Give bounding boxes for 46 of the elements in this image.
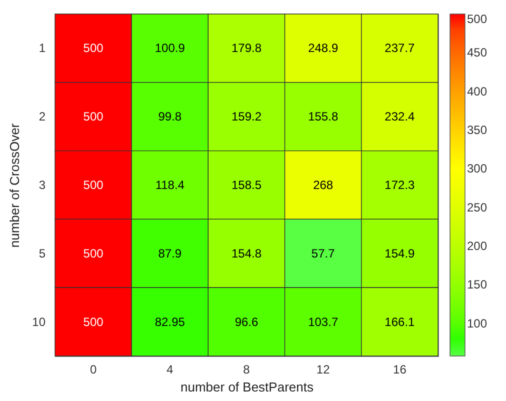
y-axis-title: number of CrossOver xyxy=(7,122,22,248)
data-label: 500 xyxy=(83,314,104,329)
data-label: 159.2 xyxy=(231,110,262,124)
data-label: 500 xyxy=(83,41,104,56)
data-label: 154.8 xyxy=(231,246,262,260)
color-bar-label: 450 xyxy=(467,46,488,60)
y-tick-label: 3 xyxy=(38,178,46,192)
data-label: 87.9 xyxy=(158,246,182,260)
data-label: 500 xyxy=(83,178,104,192)
x-tick-label: 12 xyxy=(316,362,330,376)
color-bar-label: 200 xyxy=(467,238,488,253)
data-label: 96.6 xyxy=(234,314,258,329)
data-label: 232.4 xyxy=(384,110,416,124)
data-label: 154.9 xyxy=(384,246,416,260)
data-label: 82.95 xyxy=(154,314,186,329)
color-bar-label: 300 xyxy=(467,162,488,176)
color-bar-label: 400 xyxy=(467,84,488,98)
data-label: 118.4 xyxy=(155,178,185,192)
data-label: 179.8 xyxy=(231,41,262,56)
color-bar-label: 150 xyxy=(467,278,488,292)
x-tick-label: 4 xyxy=(166,362,174,376)
data-label: 500 xyxy=(83,110,104,124)
x-tick-label: 8 xyxy=(243,362,250,376)
data-label: 268 xyxy=(313,178,334,192)
data-label: 99.8 xyxy=(158,110,182,124)
data-label: 100.9 xyxy=(154,41,186,56)
data-label: 155.8 xyxy=(308,110,338,124)
x-tick-label: 16 xyxy=(393,362,407,376)
data-label: 158.5 xyxy=(231,178,262,192)
y-tick-label: 2 xyxy=(38,110,46,124)
y-tick-label: 5 xyxy=(38,246,46,260)
color-bar-label: 350 xyxy=(467,122,488,137)
data-label: 237.7 xyxy=(384,41,416,56)
y-tick-label: 1 xyxy=(38,41,46,56)
data-label: 57.7 xyxy=(311,246,336,260)
x-axis-title: number of BestParents xyxy=(180,380,314,394)
data-label: 248.9 xyxy=(308,41,338,56)
data-label: 500 xyxy=(83,246,104,260)
color-bar-label: 100 xyxy=(467,316,488,330)
color-bar-label: 500 xyxy=(467,12,488,26)
data-label: 166.1 xyxy=(384,314,416,329)
color-bar-label: 250 xyxy=(467,200,488,214)
y-tick-label: 10 xyxy=(32,314,46,329)
x-tick-label: 0 xyxy=(90,362,97,376)
data-label: 103.7 xyxy=(308,314,338,329)
data-label: 172.3 xyxy=(384,178,416,192)
